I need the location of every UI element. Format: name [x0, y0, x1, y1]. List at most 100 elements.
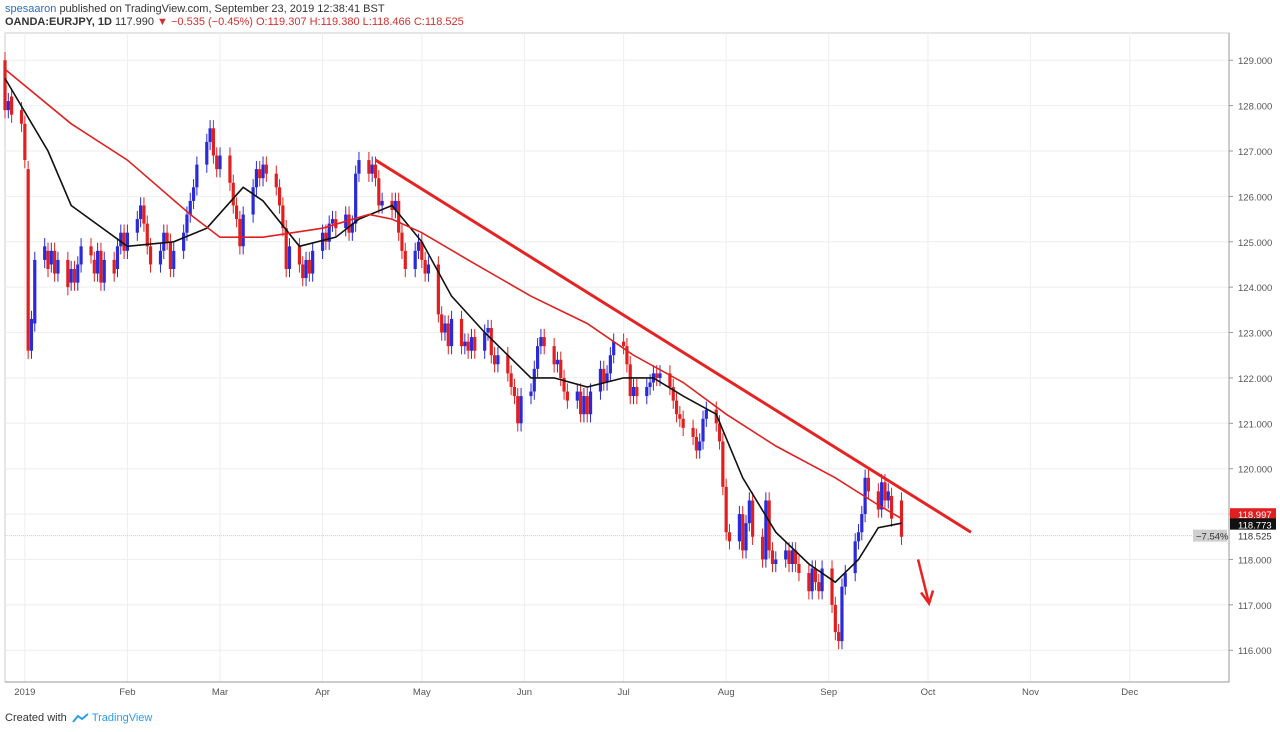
candle-body	[625, 346, 629, 365]
candle-body	[714, 409, 718, 424]
candle-body	[148, 246, 153, 265]
candle-body	[234, 205, 239, 220]
candle-body	[539, 337, 543, 347]
x-tick-label: Jul	[618, 687, 630, 698]
candle-body	[588, 391, 593, 415]
candle-body	[400, 232, 404, 251]
candle-body	[717, 423, 722, 442]
last-price: 117.990	[115, 16, 154, 28]
tradingview-logo-icon	[72, 712, 89, 723]
candle-body	[622, 341, 626, 347]
candle-body	[165, 232, 169, 242]
symbol-name[interactable]: OANDA:EURJPY, 1D	[5, 16, 112, 28]
candle-body	[304, 259, 308, 279]
candle-body	[853, 541, 857, 574]
candle-body	[876, 491, 880, 510]
tradingview-link[interactable]: TradingView	[91, 712, 153, 724]
candle-body	[899, 500, 904, 537]
candle-body	[658, 373, 662, 378]
candle-body	[724, 486, 728, 533]
x-tick-label: Sep	[820, 687, 837, 698]
candle-body	[519, 396, 523, 424]
candle-body	[420, 241, 424, 260]
candle-body	[287, 246, 292, 269]
candle-body	[79, 246, 83, 265]
author-link[interactable]: spesaaron	[5, 3, 57, 15]
candle-body	[727, 532, 732, 542]
open-value: O:119.307	[256, 16, 307, 28]
candle-body	[602, 368, 606, 383]
candle-body	[532, 368, 536, 392]
candle-body	[889, 495, 894, 519]
candle-body	[797, 564, 801, 574]
candle-body	[158, 250, 163, 265]
price-label: 118.525	[1238, 532, 1272, 543]
high-value: H:119.380	[309, 16, 360, 28]
candle-body	[66, 259, 70, 288]
candle-body	[681, 418, 685, 428]
candle-body	[645, 387, 649, 397]
y-tick-label: 121.000	[1238, 419, 1272, 430]
candle-body	[26, 169, 30, 351]
candle-body	[473, 337, 477, 351]
candle-body	[628, 364, 632, 397]
y-tick-label: 123.000	[1238, 329, 1272, 340]
candle-body	[701, 418, 705, 442]
candle-body	[380, 200, 384, 206]
candle-body	[373, 164, 378, 179]
candle-body	[655, 373, 659, 378]
candle-body	[330, 219, 335, 224]
candle-body	[413, 250, 417, 269]
candle-body	[320, 232, 325, 251]
candle-body	[807, 573, 811, 592]
candle-body	[446, 323, 450, 347]
candle-body	[449, 318, 454, 347]
created-with-label: Created with	[5, 712, 67, 724]
candle-body	[774, 559, 778, 564]
candle-body	[744, 523, 748, 551]
candle-body	[72, 269, 77, 283]
candle-body	[172, 250, 176, 269]
candle-body	[866, 477, 871, 492]
candle-body	[886, 491, 890, 501]
candle-body	[843, 573, 847, 587]
candle-body	[579, 391, 583, 415]
candle-body	[559, 359, 563, 378]
candle-body	[162, 232, 166, 251]
candle-body	[53, 250, 57, 274]
candle-body	[668, 373, 672, 387]
publish-text: published on TradingView.com, September …	[59, 3, 385, 15]
candle-body	[631, 387, 636, 397]
moving-average-fast	[4, 77, 902, 584]
y-tick-label: 120.000	[1238, 465, 1272, 476]
candle-body	[509, 373, 513, 387]
candle-body	[218, 155, 222, 170]
y-tick-label: 117.000	[1238, 601, 1272, 612]
candle-body	[648, 382, 652, 387]
candle-body	[185, 214, 189, 233]
candle-body	[139, 205, 143, 220]
candle-body	[671, 387, 675, 401]
candle-body	[205, 141, 209, 165]
candle-body	[403, 250, 407, 269]
candle-body	[23, 123, 27, 161]
y-tick-label: 116.000	[1238, 646, 1272, 657]
candle-body	[423, 259, 427, 274]
candle-body	[89, 246, 93, 256]
candle-body	[125, 232, 129, 251]
candle-body	[810, 568, 814, 592]
price-label-bg	[1230, 518, 1276, 531]
candle-body	[324, 232, 328, 242]
candle-body	[119, 232, 123, 247]
candle-body	[112, 259, 116, 274]
candle-body	[751, 500, 755, 537]
candle-body	[698, 441, 702, 451]
candle-body	[297, 246, 302, 265]
candle-body	[301, 264, 305, 279]
candle-body	[496, 355, 500, 365]
candle-body	[493, 355, 497, 365]
price-label-bg	[1230, 508, 1276, 521]
candle-body	[426, 264, 431, 274]
candle-body	[327, 223, 331, 242]
